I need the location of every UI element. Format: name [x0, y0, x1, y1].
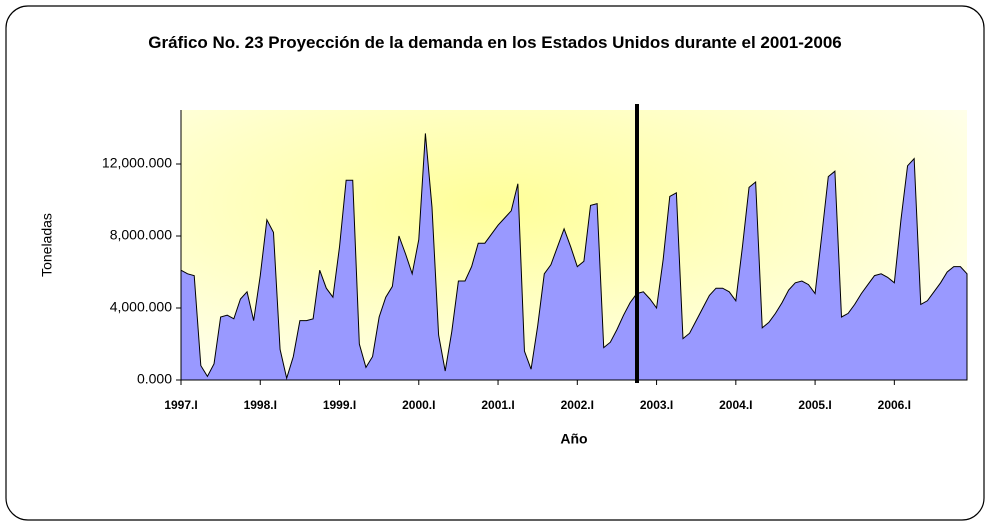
y-tick-label: 8,000.000	[110, 227, 172, 243]
x-tick-label: 1998.I	[244, 398, 277, 412]
y-axis-label: Toneladas	[39, 213, 55, 277]
x-tick-label: 2000.I	[402, 398, 435, 412]
x-tick-label: 2006.I	[878, 398, 911, 412]
y-tick-label: 12,000.000	[102, 155, 172, 171]
x-tick-label: 1999.I	[323, 398, 356, 412]
x-tick-label: 2003.I	[640, 398, 673, 412]
x-tick-label: 2005.I	[798, 398, 831, 412]
x-tick-label: 2002.I	[561, 398, 594, 412]
x-tick-label: 1997.I	[164, 398, 197, 412]
y-tick-label: 4,000.000	[110, 299, 172, 315]
chart-title: Gráfico No. 23 Proyección de la demanda …	[148, 33, 842, 52]
x-tick-label: 2001.I	[481, 398, 514, 412]
x-tick-label: 2004.I	[719, 398, 752, 412]
y-tick-label: 0.000	[137, 371, 172, 387]
x-axis-label: Año	[560, 431, 587, 447]
area	[180, 133, 968, 381]
